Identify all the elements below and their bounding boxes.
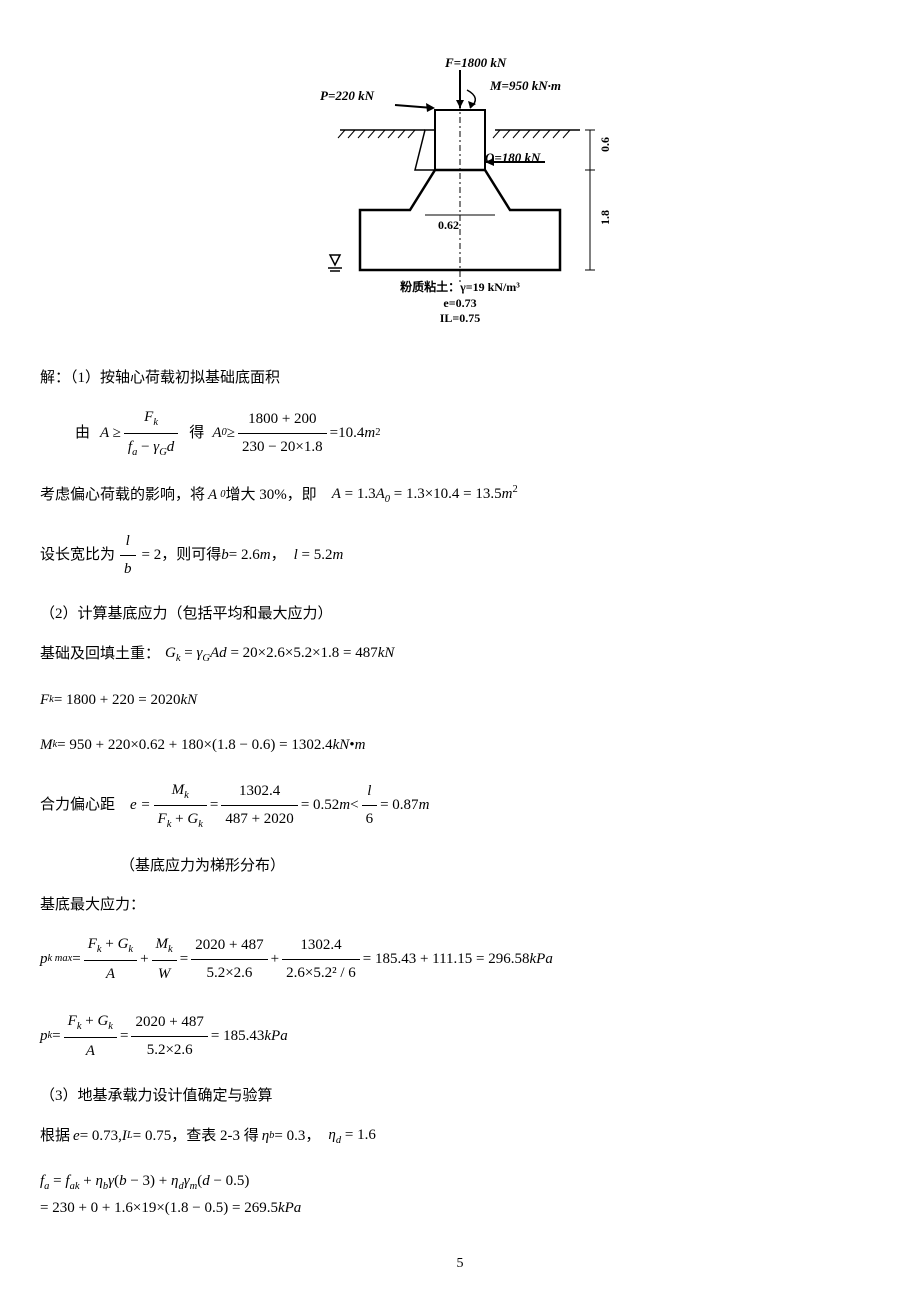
eq-pk: pk = Fk + Gk A = 2020 + 487 5.2×2.6 = 18… [40,1008,880,1065]
trapezoid-note: （基底应力为梯形分布） [40,853,880,880]
soil-param-3: IL=0.75 [260,311,660,327]
dim-18: 1.8 [598,210,613,225]
s1-line3-pre: 设长宽比为 [40,542,115,569]
eq-pkmax: pk max = Fk + Gk A + Mk W = 2020 + 487 5… [40,931,880,988]
s2-line6-pre: 基底最大应力： [40,892,880,919]
s1-line2-pre: 考虑偏心荷载的影响，将 [40,482,205,509]
s1-line3-mid: ，则可得 [161,542,221,569]
s1-line2-mid: 增大 30%，即 [225,482,316,509]
section3-title: （3）地基承载力设计值确定与验算 [40,1083,880,1110]
eq-lb-ratio: 设长宽比为 l b = 2 ，则可得 b = 2.6m ， l = 5.2m [40,528,880,583]
label-Q: Q=180 kN [485,150,540,166]
s3-line1-pre: 根据 [40,1123,70,1150]
page-number: 5 [457,1256,464,1272]
eq-enlarge-30: 考虑偏心荷载的影响，将 A0 增大 30%，即 A = 1.3A0 = 1.3×… [40,481,880,510]
eq-Fk: Fk = 1800 + 220 = 2020kN [40,687,880,714]
soil-param-1: 粉质粘土：γ=19 kN/m³ [260,280,660,296]
eq-Mk: Mk = 950 + 220×0.62 + 180×(1.8 − 0.6) = … [40,732,880,759]
section2-title: （2）计算基底应力（包括平均和最大应力） [40,601,880,628]
label-F: F=1800 kN [445,55,506,71]
eq1-prefix: 由 [75,420,90,447]
dim-06: 0.6 [598,137,613,152]
soil-param-2: e=0.73 [260,296,660,312]
s2-line1-pre: 基础及回填土重： [40,641,160,668]
dim-062: 0.62 [438,218,459,233]
eq-axial-area: 由 A ≥ Fk fa − γGd 得 A0 ≥ 1800 + 200 230 … [40,404,880,463]
label-P: P=220 kN [320,88,374,104]
label-M: M=950 kN·m [490,78,561,94]
eq1-mid: 得 [189,420,204,447]
foundation-diagram: F=1800 kN P=220 kN M=950 kN·m Q=180 kN 0… [40,60,880,340]
eq-eta-lookup: 根据 e = 0.73, IL = 0.75 ，查表 2-3 得 ηb = 0.… [40,1122,880,1151]
s3-line1-mid: ，查表 2-3 得 [171,1123,259,1150]
s2-line4-pre: 合力偏心距 [40,792,115,819]
eq-eccentricity: 合力偏心距 e = Mk Fk + Gk = 1302.4 487 + 2020… [40,777,880,836]
eq-fa: fa = fak + ηbγ(b − 3) + ηdγm(d − 0.5) = … [40,1169,880,1220]
eq-self-weight: 基础及回填土重： Gk = γGAd = 20×2.6×5.2×1.8 = 48… [40,640,880,669]
section1-title: 解：（1）按轴心荷载初拟基础底面积 [40,365,880,392]
